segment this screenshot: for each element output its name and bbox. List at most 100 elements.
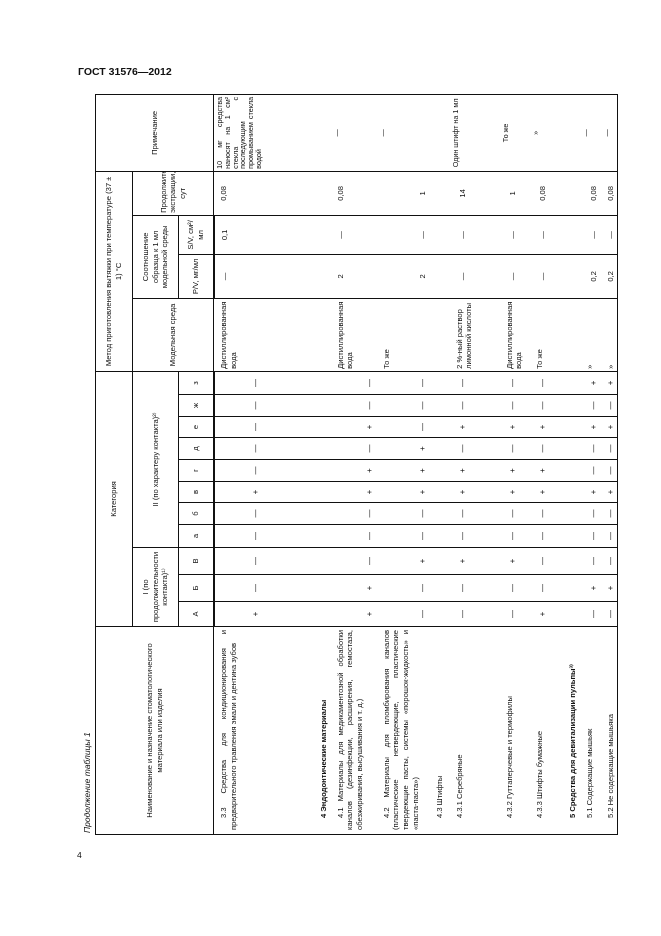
header-category-letter: д [178, 437, 214, 460]
duration-value [429, 171, 450, 216]
category-mark [429, 371, 450, 395]
category-mark: + [330, 416, 377, 438]
pv-value [549, 254, 580, 299]
category-mark: + [499, 481, 530, 503]
category-mark: — [499, 437, 530, 460]
category-mark: + [499, 459, 530, 482]
pv-value: — [499, 254, 530, 299]
material-name-text: 4.1 Материалы для медикаментозной обрабо… [335, 630, 364, 830]
pv-value: 2 [376, 254, 430, 299]
category-mark: — [499, 601, 530, 627]
material-name-text: 3.3 Средства для кондиционирования и пре… [219, 630, 238, 830]
header-name: Наименование и назначение стоматологичес… [95, 626, 214, 835]
category-mark [549, 502, 580, 525]
pv-value: 2 [330, 254, 377, 299]
model-medium: » [600, 298, 618, 372]
model-medium [429, 298, 450, 372]
category-mark: — [579, 547, 601, 575]
table-row: 5.2 Не содержащие мышьяка — + — — — + — — + — +» 0,2… [600, 94, 618, 835]
note-value: 10 мг средства наносят на 1 см² стекла с… [213, 94, 263, 172]
model-medium: 2 %-ный раствор лимонной кислоты [449, 298, 500, 372]
category-mark: — [376, 502, 430, 525]
category-mark: — [376, 416, 430, 438]
category-mark: — [449, 437, 500, 460]
category-mark: — [449, 502, 500, 525]
material-name: 5.2 Не содержащие мышьяка [600, 626, 618, 835]
pv-value [262, 254, 331, 299]
material-name-text: 4 Эндодонтические материалы [319, 699, 329, 818]
category-mark: — [600, 601, 618, 627]
sv-value: — [600, 215, 618, 255]
category-mark: + [449, 416, 500, 438]
category-mark [262, 601, 331, 627]
category-mark: — [499, 524, 530, 548]
category-mark: — [529, 547, 550, 575]
page-number: 4 [77, 850, 82, 860]
header-category-letter: В [178, 547, 214, 575]
category-mark: — [449, 524, 500, 548]
category-mark [262, 547, 331, 575]
pv-value: — [529, 254, 550, 299]
category-mark: + [600, 371, 618, 395]
duration-value: 0,08 [529, 171, 550, 216]
category-mark: — [330, 394, 377, 417]
sv-value: — [449, 215, 500, 255]
material-name-text: 4.3.3 Штифты бумажные [534, 730, 544, 818]
category-mark: — [600, 547, 618, 575]
category-mark [429, 437, 450, 460]
category-mark: — [449, 394, 500, 417]
duration-value: 0,08 [330, 171, 377, 216]
header-sv: S/V, см²/мл [178, 215, 214, 255]
header-category-letter: Б [178, 574, 214, 602]
category-mark [429, 601, 450, 627]
table-row: 5.1 Содержащие мышьяк — + — — — + — — + — +» 0,2—0,0… [579, 94, 601, 835]
category-mark [549, 524, 580, 548]
category-mark [262, 437, 331, 460]
category-mark: — [499, 371, 530, 395]
table-row: 3.3 Средства для кондиционирования и пре… [213, 94, 263, 835]
category-mark [429, 574, 450, 602]
material-name: 4.3.2 Гуттаперчевые и термофилы [499, 626, 530, 835]
header-category-letter: е [178, 416, 214, 438]
category-mark: + [449, 481, 500, 503]
category-mark: — [376, 524, 430, 548]
sv-value: — [499, 215, 530, 255]
category-mark: — [600, 502, 618, 525]
category-mark: — [376, 601, 430, 627]
category-mark: + [529, 459, 550, 482]
category-mark: — [579, 459, 601, 482]
category-mark: + [529, 481, 550, 503]
category-mark: — [600, 524, 618, 548]
duration-value: 0,08 [600, 171, 618, 216]
table-row: 4 Эндодонтические материалы [262, 94, 331, 835]
sv-value: — [579, 215, 601, 255]
duration-value: 14 [449, 171, 500, 216]
pv-value: 0,2 [600, 254, 618, 299]
header-method: Метод приготовления вытяжки при температ… [95, 171, 133, 372]
category-mark: + [376, 547, 430, 575]
category-mark [262, 371, 331, 395]
header-category-letter: г [178, 459, 214, 482]
category-mark: — [600, 437, 618, 460]
category-mark: — [213, 502, 263, 525]
category-mark: — [213, 547, 263, 575]
category-mark [262, 394, 331, 417]
table-caption: Продолжение таблицы 1 [82, 732, 92, 833]
category-mark [262, 574, 331, 602]
material-name: 4.3.3 Штифты бумажные [529, 626, 550, 835]
pv-value: — [213, 254, 263, 299]
duration-value [549, 171, 580, 216]
category-mark: — [330, 502, 377, 525]
category-mark: + [579, 481, 601, 503]
category-mark: — [529, 371, 550, 395]
table-row: 4.3.3 Штифты бумажные + — — — — + + — + — — То же — —0… [529, 94, 550, 835]
category-mark: — [330, 524, 377, 548]
material-name-text: 4.2 Материалы для пломбирования каналов … [381, 630, 420, 830]
material-name-text: 4.3.1 Серебряные [454, 754, 464, 818]
category-mark: — [529, 524, 550, 548]
model-medium: То же [529, 298, 550, 372]
category-mark: + [213, 601, 263, 627]
sv-value: — [330, 215, 377, 255]
sv-value [429, 215, 450, 255]
category-mark [429, 524, 450, 548]
